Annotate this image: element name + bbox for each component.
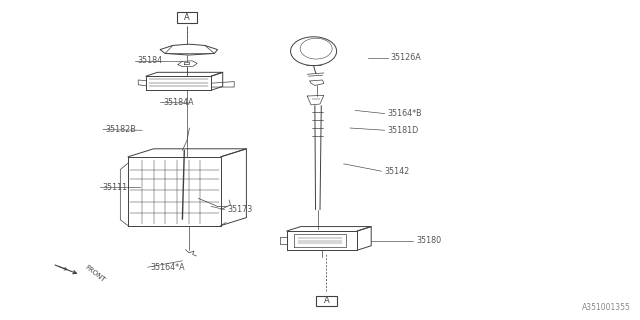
Text: 35184: 35184 <box>138 56 163 65</box>
Text: A: A <box>184 13 189 22</box>
Text: FRONT: FRONT <box>83 265 106 284</box>
Text: 35173: 35173 <box>227 205 252 214</box>
Text: 35184A: 35184A <box>163 98 194 107</box>
Text: A: A <box>324 296 329 305</box>
Text: 35111: 35111 <box>102 183 127 192</box>
Text: 35182B: 35182B <box>106 125 136 134</box>
Ellipse shape <box>300 38 332 59</box>
Text: A351001355: A351001355 <box>582 303 630 312</box>
Text: 35142: 35142 <box>384 167 409 176</box>
Ellipse shape <box>291 37 337 66</box>
FancyBboxPatch shape <box>177 12 197 23</box>
Text: 35181D: 35181D <box>387 126 419 135</box>
Text: 35164*B: 35164*B <box>387 109 422 118</box>
Text: 35180: 35180 <box>416 236 441 245</box>
Text: 35126A: 35126A <box>390 53 421 62</box>
Text: 35164*A: 35164*A <box>150 263 185 272</box>
FancyBboxPatch shape <box>316 296 337 306</box>
